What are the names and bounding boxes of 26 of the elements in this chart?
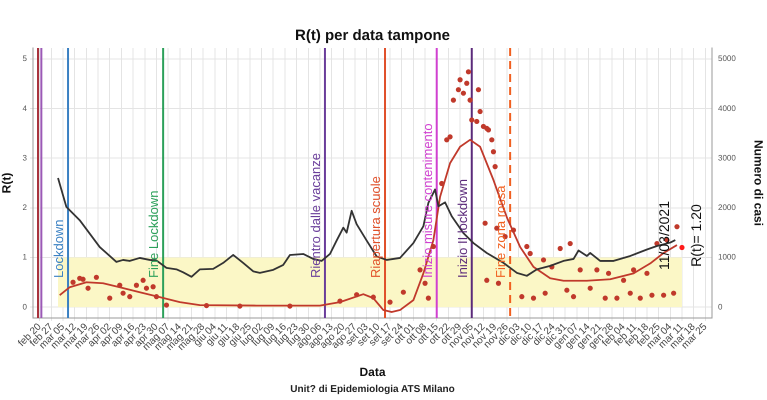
y-tick-label: 0 [22,302,28,312]
ref-line-label: Inizio II lockdown [454,179,470,278]
y-axis-title: R(t) [0,172,14,194]
ref-line-label: Fine zona rossa [493,184,508,278]
y2-tick-label: 4000 [718,104,736,113]
y-tick-label: 5 [22,54,28,64]
ref-line-label: Rientro dalle vacanze [308,152,324,278]
annotation: R(t)= 1.20 [688,204,704,267]
y2-tick-label: 0 [718,302,723,312]
y2-tick-label: 5000 [718,54,736,64]
chart-title: R(t) per data tampone [294,27,450,44]
y-tick-label: 1 [22,252,28,262]
annotation: 11/03/2021 [656,200,672,270]
y2-tick-label: 1000 [718,252,736,262]
y-tick-label: 4 [22,104,28,113]
ref-line-label: Inizio misure contenimento [420,123,435,278]
y2-axis-title: Numero di casi [751,140,766,226]
y-tick-label: 2 [22,203,28,212]
ref-line-label: Lockdown [51,219,66,278]
ref-line-label: Fine Lockdown [146,190,162,278]
y-tick-label: 3 [22,153,28,162]
y2-tick-label: 2000 [718,203,736,212]
y2-tick-label: 3000 [718,153,736,162]
text: Unit? di Epidemiologia ATS Milano [290,384,455,395]
x-axis-title: Data [359,365,386,380]
ref-line-label: Riapertura scuole [368,176,384,278]
